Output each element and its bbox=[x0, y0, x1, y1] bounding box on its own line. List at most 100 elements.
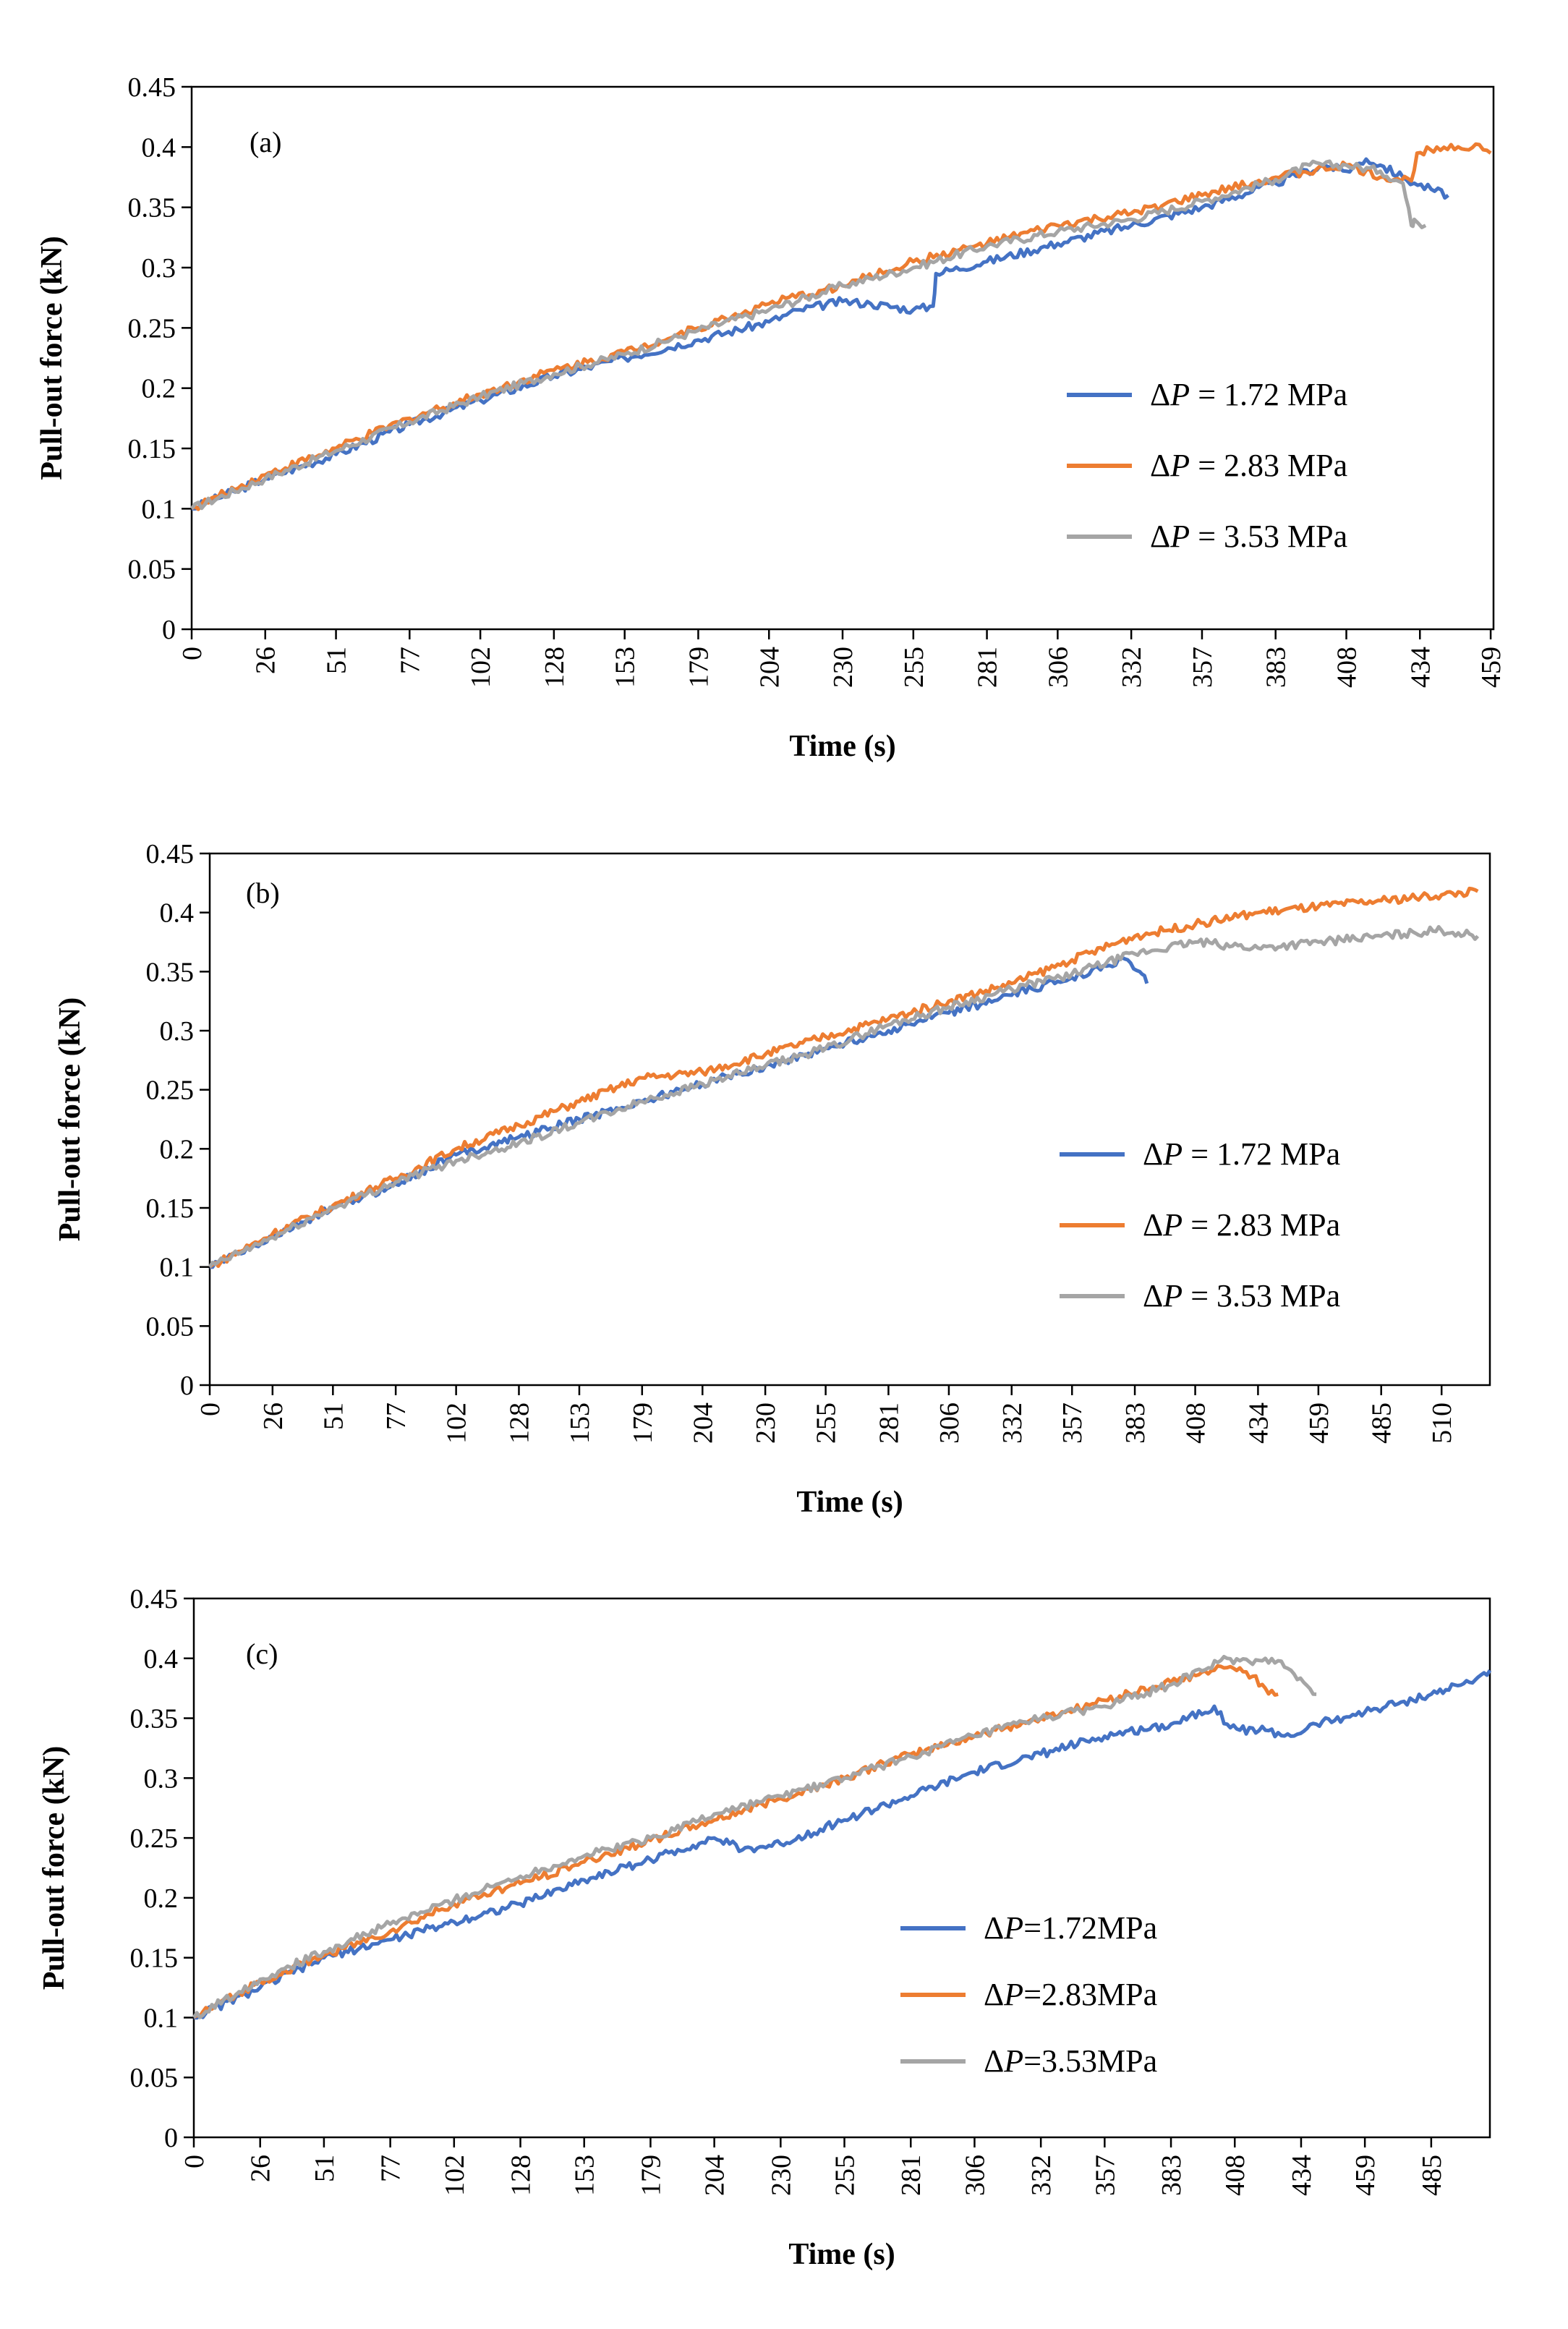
y-tick-label: 0.25 bbox=[128, 313, 176, 344]
x-tick-label: 357 bbox=[1188, 647, 1218, 688]
x-tick-label: 128 bbox=[540, 647, 570, 688]
x-tick-label: 51 bbox=[322, 647, 352, 674]
x-tick-label: 0 bbox=[177, 647, 208, 660]
x-axis-title: Time (s) bbox=[788, 2238, 895, 2271]
x-tick-label: 77 bbox=[381, 1402, 412, 1430]
x-tick-label: 77 bbox=[395, 647, 425, 674]
x-tick-label: 179 bbox=[636, 2155, 666, 2196]
y-tick-label: 0.05 bbox=[128, 555, 176, 585]
y-tick-label: 0.25 bbox=[146, 1076, 195, 1106]
x-tick-label: 383 bbox=[1120, 1402, 1151, 1444]
legend-delta: Δ bbox=[984, 2043, 1004, 2079]
legend-delta: Δ bbox=[1143, 1207, 1163, 1243]
y-axis-title: Pull-out force (kN) bbox=[38, 1746, 71, 1990]
x-tick-label: 459 bbox=[1476, 647, 1507, 688]
y-tick-label: 0.2 bbox=[144, 1883, 179, 1914]
x-tick-label: 434 bbox=[1287, 2155, 1317, 2196]
x-tick-label: 408 bbox=[1220, 2155, 1250, 2196]
x-axis-title: Time (s) bbox=[789, 730, 895, 763]
legend-entry: ΔP=3.53MPa bbox=[984, 2043, 1157, 2079]
x-tick-label: 26 bbox=[246, 2155, 276, 2182]
legend-value: = 1.72 MPa bbox=[1190, 377, 1347, 412]
x-tick-label: 51 bbox=[310, 2155, 340, 2182]
x-tick-label: 26 bbox=[258, 1402, 289, 1430]
legend-delta: Δ bbox=[984, 1910, 1004, 1946]
y-tick-label: 0.3 bbox=[142, 253, 176, 284]
y-tick-label: 0.15 bbox=[130, 1943, 179, 1974]
y-tick-label: 0.4 bbox=[160, 898, 195, 929]
panel-label: (c) bbox=[246, 1638, 278, 1670]
y-axis-title: Pull-out force (kN) bbox=[35, 236, 69, 480]
legend-delta: Δ bbox=[1150, 377, 1170, 412]
legend-delta: Δ bbox=[1143, 1136, 1163, 1172]
y-tick-label: 0.2 bbox=[160, 1134, 195, 1164]
x-tick-label: 128 bbox=[506, 2155, 537, 2196]
y-tick-label: 0.15 bbox=[146, 1193, 195, 1224]
series-line-2 bbox=[208, 886, 1479, 1269]
x-tick-label: 281 bbox=[874, 1402, 904, 1444]
legend-delta: Δ bbox=[1143, 1278, 1163, 1313]
x-tick-label: 26 bbox=[251, 647, 281, 674]
x-tick-label: 230 bbox=[751, 1402, 781, 1444]
panel-label: (b) bbox=[246, 877, 280, 909]
x-tick-label: 383 bbox=[1156, 2155, 1187, 2196]
x-tick-label: 255 bbox=[899, 647, 929, 688]
legend-entry: ΔP=1.72MPa bbox=[984, 1910, 1157, 1946]
x-tick-label: 408 bbox=[1332, 647, 1363, 688]
y-tick-label: 0.25 bbox=[130, 1823, 179, 1854]
legend-entry: ΔP = 2.83 MPa bbox=[1143, 1207, 1340, 1243]
x-tick-label: 77 bbox=[376, 2155, 406, 2182]
x-tick-label: 281 bbox=[896, 2155, 926, 2196]
x-tick-label: 204 bbox=[688, 1402, 718, 1444]
x-tick-label: 357 bbox=[1090, 2155, 1120, 2196]
x-tick-label: 102 bbox=[466, 647, 496, 688]
x-tick-label: 230 bbox=[766, 2155, 796, 2196]
x-tick-label: 459 bbox=[1350, 2155, 1381, 2196]
y-tick-label: 0.3 bbox=[144, 1763, 179, 1794]
x-tick-label: 102 bbox=[442, 1402, 472, 1444]
legend-entry: ΔP = 1.72 MPa bbox=[1143, 1136, 1340, 1172]
plot-area bbox=[208, 852, 1491, 1387]
x-tick-label: 179 bbox=[628, 1402, 658, 1444]
y-tick-label: 0.1 bbox=[142, 494, 176, 524]
series-line-3 bbox=[208, 924, 1480, 1269]
y-tick-label: 0.3 bbox=[160, 1016, 195, 1047]
y-axis-title: Pull-out force (kN) bbox=[54, 997, 87, 1242]
y-tick-label: 0 bbox=[162, 615, 176, 645]
x-tick-label: 128 bbox=[504, 1402, 534, 1444]
x-tick-label: 306 bbox=[1043, 647, 1073, 688]
x-tick-label: 332 bbox=[1026, 2155, 1057, 2196]
legend-entry: ΔP=2.83MPa bbox=[984, 1977, 1157, 2012]
y-tick-label: 0.15 bbox=[128, 434, 176, 464]
x-tick-label: 306 bbox=[934, 1402, 965, 1444]
y-tick-label: 0.2 bbox=[142, 374, 176, 404]
legend-value: = 2.83 MPa bbox=[1190, 448, 1347, 483]
y-tick-label: 0.45 bbox=[130, 1584, 179, 1614]
x-tick-label: 383 bbox=[1261, 647, 1292, 688]
legend-entry: ΔP = 3.53 MPa bbox=[1150, 519, 1347, 554]
x-tick-label: 459 bbox=[1304, 1402, 1334, 1444]
y-tick-label: 0 bbox=[164, 2123, 178, 2153]
x-tick-label: 255 bbox=[830, 2155, 861, 2196]
x-tick-label: 281 bbox=[973, 647, 1003, 688]
legend-delta: Δ bbox=[1150, 519, 1170, 554]
x-tick-label: 179 bbox=[683, 647, 714, 688]
legend-value: =1.72MPa bbox=[1023, 1910, 1157, 1946]
chart-panel-c: 0 0.05 0.1 0.15 0.2 0.25 0.3 0.35 0.4 0.45 0 26 51 77… bbox=[38, 1584, 1492, 2271]
x-tick-label: 485 bbox=[1367, 1402, 1397, 1444]
legend-symbol: P bbox=[1162, 1278, 1183, 1313]
series-line-1 bbox=[193, 1669, 1492, 2020]
y-tick-label: 0.1 bbox=[144, 2003, 179, 2033]
x-tick-label: 332 bbox=[1117, 647, 1147, 688]
chart-panel-a: 0 0.05 0.1 0.15 0.2 0.25 0.3 0.35 0.4 0.45 0 26 51 77… bbox=[35, 72, 1507, 763]
x-tick-label: 153 bbox=[610, 647, 641, 688]
legend-value: =2.83MPa bbox=[1023, 1977, 1157, 2012]
x-tick-label: 510 bbox=[1427, 1402, 1457, 1444]
legend-symbol: P bbox=[1169, 519, 1190, 554]
legend-value: = 2.83 MPa bbox=[1183, 1207, 1340, 1243]
legend-symbol: P bbox=[1169, 448, 1190, 483]
x-tick-label: 408 bbox=[1181, 1402, 1211, 1444]
x-tick-label: 255 bbox=[811, 1402, 842, 1444]
chart-panel-b: 0 0.05 0.1 0.15 0.2 0.25 0.3 0.35 0.4 0.45 0 26 51 77… bbox=[54, 839, 1491, 1519]
legend-entry: ΔP = 3.53 MPa bbox=[1143, 1278, 1340, 1313]
